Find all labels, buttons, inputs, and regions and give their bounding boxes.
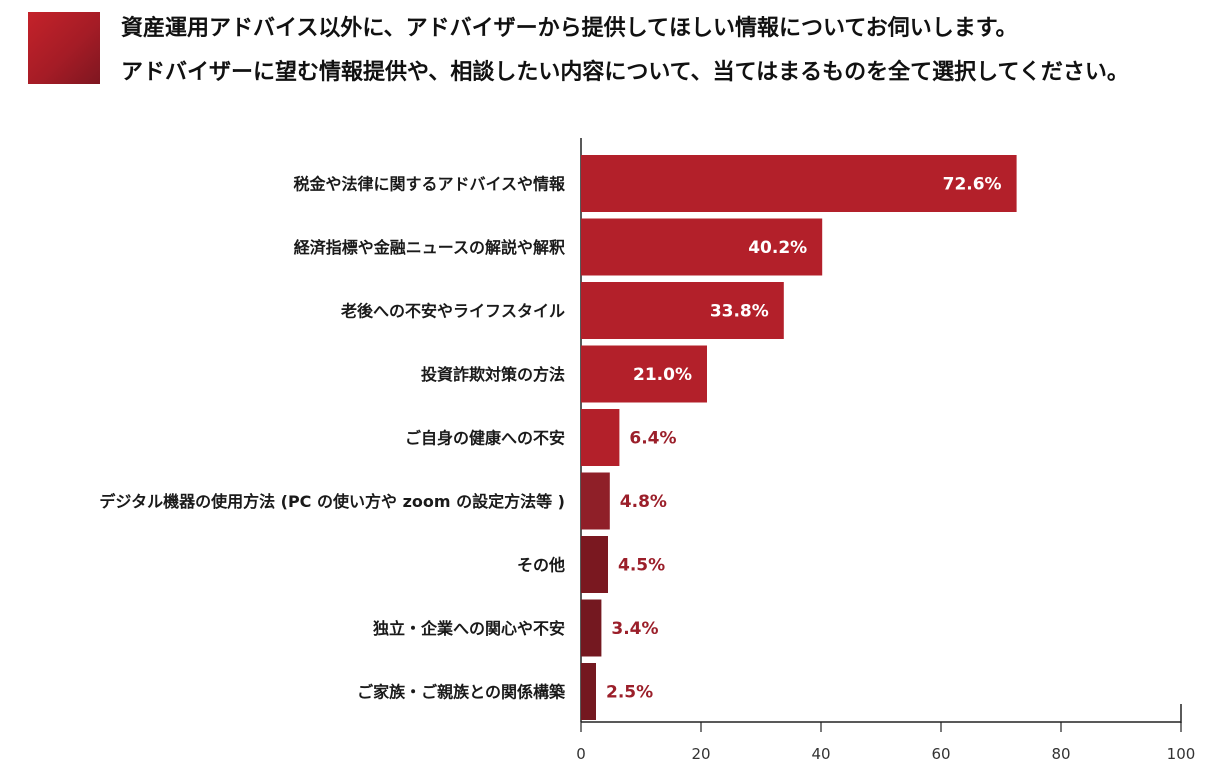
bar <box>581 155 1017 212</box>
question-title: 資産運用アドバイス以外に、アドバイザーから提供してほしい情報についてお伺いします… <box>121 16 1018 41</box>
x-tick-label: 40 <box>811 745 830 763</box>
x-tick-label: 80 <box>1051 745 1070 763</box>
bar <box>581 663 596 720</box>
category-label: 経済指標や金融ニュースの解説や解釈 <box>294 238 566 257</box>
value-label: 21.0% <box>633 365 692 385</box>
question-instruction: アドバイザーに望む情報提供や、相談したい内容について、当てはまるものを全て選択し… <box>121 60 1129 85</box>
category-label: 独立・企業への関心や不安 <box>373 619 565 638</box>
x-tick-label: 20 <box>691 745 710 763</box>
bar <box>581 218 823 276</box>
bar <box>581 472 610 530</box>
x-tick-label: 60 <box>931 745 950 763</box>
bar <box>581 409 620 466</box>
category-label: 投資詐欺対策の方法 <box>421 365 565 384</box>
category-label: ご家族・ご親族との関係構築 <box>357 683 566 702</box>
bar <box>581 345 707 403</box>
bar <box>581 536 608 593</box>
bar <box>581 599 602 657</box>
header-accent-square <box>28 12 100 84</box>
value-label: 4.8% <box>620 492 667 512</box>
value-label: 33.8% <box>710 302 769 322</box>
value-label: 2.5% <box>606 683 653 703</box>
category-label: その他 <box>517 556 565 575</box>
category-label: 老後への不安やライフスタイル <box>340 302 565 321</box>
value-label: 3.4% <box>611 619 658 639</box>
value-label: 40.2% <box>748 238 807 258</box>
x-tick-label: 0 <box>576 745 586 763</box>
category-label: ご自身の健康への不安 <box>405 429 565 448</box>
category-label: デジタル機器の使用方法 (PC の使い方や zoom の設定方法等 ) <box>99 492 565 511</box>
x-tick-label: 100 <box>1167 745 1196 763</box>
value-label: 6.4% <box>629 429 676 449</box>
value-label: 72.6% <box>943 175 1002 195</box>
bar <box>581 282 784 339</box>
category-label: 税金や法律に関するアドバイスや情報 <box>293 175 566 194</box>
value-label: 4.5% <box>618 556 665 576</box>
